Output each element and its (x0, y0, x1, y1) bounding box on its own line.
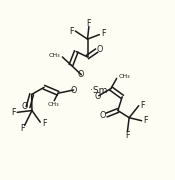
Text: O: O (95, 92, 101, 101)
Text: F: F (11, 108, 16, 117)
Text: F: F (101, 29, 105, 38)
Text: O: O (100, 111, 106, 120)
Text: F: F (87, 19, 91, 28)
Text: ·Sm: ·Sm (90, 86, 107, 94)
Text: F: F (69, 27, 74, 36)
Text: F: F (143, 116, 148, 125)
Text: F: F (21, 124, 25, 133)
Text: CH₃: CH₃ (47, 102, 59, 107)
Text: O: O (78, 70, 84, 79)
Text: F: F (125, 130, 130, 140)
Text: CH₃: CH₃ (49, 53, 61, 58)
Text: F: F (140, 101, 145, 110)
Text: CH₃: CH₃ (118, 74, 130, 79)
Text: O: O (21, 102, 27, 111)
Text: F: F (42, 119, 46, 128)
Text: O: O (97, 45, 103, 54)
Text: O: O (70, 86, 77, 94)
